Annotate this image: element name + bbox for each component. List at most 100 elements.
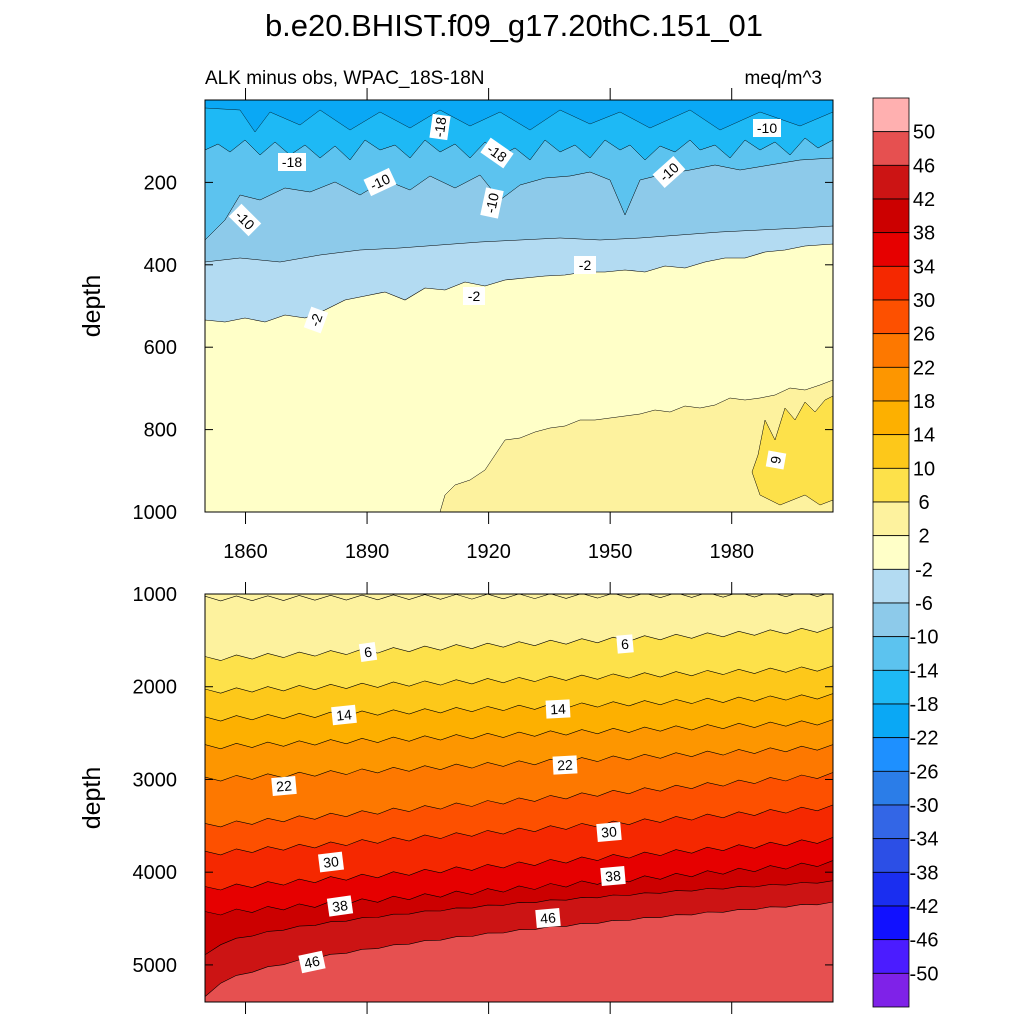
colorbar-box	[872, 265, 910, 301]
upper-y-ticks: 200 400 600 800 1000	[133, 172, 833, 524]
colorbar-box	[872, 333, 910, 368]
contour-label: 14	[331, 704, 357, 726]
y-tick-label: 4000	[133, 862, 178, 884]
contour-label: 30	[317, 851, 345, 873]
x-tick-label: 1920	[466, 541, 511, 563]
contour-label: -10	[228, 203, 262, 237]
contour-label: -2	[303, 306, 329, 334]
colorbar-box	[872, 770, 910, 806]
colorbar-box	[872, 804, 910, 840]
svg-text:46: 46	[303, 953, 322, 972]
colorbar-box	[872, 972, 910, 1008]
svg-text:-10: -10	[482, 191, 502, 214]
colorbar-tick-label: 50	[913, 122, 935, 144]
x-tick-label: 1950	[588, 541, 633, 563]
contour-label: 30	[596, 821, 622, 843]
colorbar-box	[872, 905, 910, 941]
colorbar-tick-label: -34	[910, 829, 939, 851]
colorbar-box	[872, 97, 910, 133]
colorbar-tick-label: -10	[910, 627, 939, 649]
colorbar-tick-label: -30	[910, 795, 939, 817]
lower-contour-labels: 6 6 14 14 22 22 30 30 38 38 46 46	[271, 634, 634, 974]
svg-text:6: 6	[363, 644, 373, 661]
contour-label: -18	[278, 153, 306, 171]
y-tick-label: 3000	[133, 769, 178, 791]
contour-label: -10	[480, 187, 504, 219]
contour-label: 14	[545, 699, 571, 719]
svg-text:46: 46	[540, 909, 557, 926]
colorbar-tick-label: 10	[913, 458, 935, 480]
colorbar-box	[872, 434, 910, 469]
upper-y-axis-label: depth	[78, 275, 106, 338]
contour-label: 22	[271, 775, 297, 797]
contour-label: 22	[552, 755, 578, 775]
x-tick-label: 1860	[223, 541, 268, 563]
colorbar-tick-label: -38	[910, 862, 939, 884]
colorbar-box	[872, 568, 910, 604]
y-tick-label: 5000	[133, 955, 178, 977]
contour-label: -2	[574, 256, 596, 274]
svg-text:22: 22	[557, 757, 574, 774]
colorbar-tick-label: -26	[910, 761, 939, 783]
colorbar-box	[872, 467, 910, 503]
colorbar-tick-label: 42	[913, 189, 935, 211]
colorbar-box	[872, 602, 910, 638]
svg-text:-18: -18	[431, 116, 450, 138]
svg-text:38: 38	[331, 897, 349, 915]
lower-y-ticks: 1000 2000 3000 4000 5000	[133, 584, 833, 977]
colorbar: 50 46 42 38 34 30 26 22 18 14 10 6 2 -2 -6 -10 -14 -18 -22…	[872, 97, 939, 1008]
x-tick-label: 1890	[345, 541, 390, 563]
colorbar-tick-label: -6	[915, 593, 933, 615]
colorbar-box	[872, 703, 910, 739]
lower-contour-fill	[205, 594, 833, 1002]
colorbar-box	[872, 737, 910, 772]
contour-label: 46	[535, 907, 561, 929]
svg-text:-10: -10	[757, 120, 777, 136]
svg-text:-18: -18	[282, 154, 302, 170]
contour-label: 38	[326, 895, 354, 917]
lower-y-axis-label: depth	[78, 767, 106, 830]
contour-label: 6	[765, 450, 787, 470]
lower-plot-frame	[204, 593, 834, 1003]
contour-label: 6	[616, 634, 634, 654]
lower-x-ticks	[245, 582, 733, 1014]
chart-title: b.e20.BHIST.f09_g17.20thC.151_01	[265, 8, 763, 43]
colorbar-tick-label: 2	[918, 526, 929, 548]
colorbar-tick-label: -2	[915, 559, 933, 581]
y-tick-label: 400	[144, 255, 177, 277]
svg-text:-2: -2	[579, 257, 592, 273]
colorbar-tick-label: -18	[910, 694, 939, 716]
upper-panel: -18 -18 -18 -10 -10 -10 -10 -10 -2 -2 -2…	[78, 88, 834, 563]
upper-band-neg22	[205, 100, 833, 133]
contour-label: 46	[298, 950, 326, 974]
svg-text:-10: -10	[367, 170, 392, 193]
x-tick-label: 1980	[709, 541, 754, 563]
upper-band-pos2	[439, 379, 833, 512]
contour-label: 6	[358, 641, 378, 663]
colorbar-box	[872, 939, 910, 974]
y-tick-label: 600	[144, 337, 177, 359]
contour-label: -10	[753, 119, 781, 137]
colorbar-box	[872, 501, 910, 537]
y-tick-label: 800	[144, 420, 177, 442]
lower-panel: 6 6 14 14 22 22 30 30 38 38 46 46 1000 20…	[78, 582, 834, 1014]
contour-label: -2	[463, 287, 485, 305]
svg-text:38: 38	[605, 867, 622, 884]
colorbar-box	[872, 636, 910, 671]
colorbar-tick-label: 34	[913, 256, 935, 278]
colorbar-tick-label: -22	[910, 728, 939, 750]
colorbar-box	[872, 669, 910, 705]
colorbar-tick-label: 14	[913, 425, 935, 447]
colorbar-box	[872, 871, 910, 907]
svg-text:22: 22	[276, 777, 293, 794]
colorbar-tick-label: -50	[910, 963, 939, 985]
svg-text:14: 14	[550, 701, 567, 718]
svg-text:6: 6	[767, 455, 784, 466]
upper-contour-fill	[205, 100, 833, 512]
colorbar-tick-label: -14	[910, 660, 939, 682]
colorbar-tick-label: -42	[910, 896, 939, 918]
colorbar-tick-label: 26	[913, 324, 935, 346]
upper-plot-frame	[204, 99, 834, 513]
contour-label: -18	[429, 113, 451, 141]
